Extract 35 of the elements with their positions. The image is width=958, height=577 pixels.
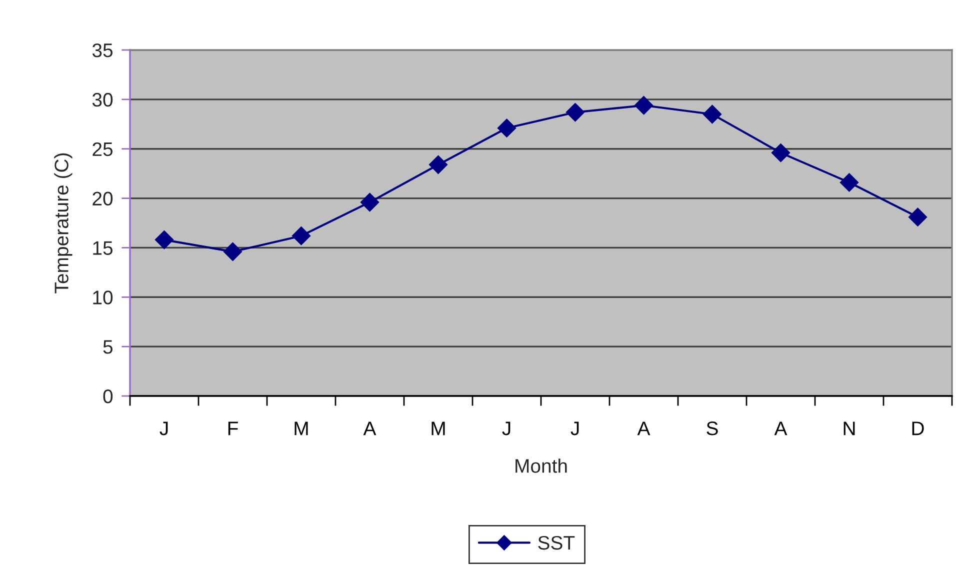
- x-tick-label: A: [363, 422, 376, 436]
- x-tick-label: J: [570, 422, 579, 436]
- y-tick-label: 25: [92, 142, 113, 156]
- point: [634, 96, 654, 115]
- point: [566, 102, 585, 122]
- y-tick-label: 30: [92, 92, 113, 107]
- y-tick-label: 35: [92, 43, 113, 58]
- x-tick-label: M: [432, 422, 445, 436]
- point: [360, 192, 380, 212]
- point: [908, 208, 928, 226]
- point: [223, 242, 242, 262]
- point: [428, 155, 448, 174]
- y-axis-title: Temperature (C): [54, 153, 72, 294]
- y-tick-label: 5: [103, 340, 113, 354]
- x-axis-title: Month: [516, 458, 567, 473]
- x-tick-label: F: [228, 422, 238, 436]
- x-tick-label: S: [706, 422, 718, 436]
- y-tick-label: 15: [93, 241, 113, 255]
- x-tick-label: J: [502, 422, 510, 436]
- point: [771, 143, 790, 162]
- point: [702, 104, 722, 124]
- x-tick-label: A: [637, 422, 650, 436]
- point: [154, 230, 174, 250]
- y-tick-label: 20: [92, 192, 113, 206]
- point: [497, 118, 516, 138]
- x-tick-label: A: [774, 422, 788, 436]
- point: [840, 173, 859, 192]
- y-tick-label: 10: [93, 290, 113, 304]
- x-tick-label: J: [160, 422, 168, 436]
- x-tick-label: D: [912, 422, 924, 436]
- x-tick-label: M: [294, 422, 308, 436]
- x-tick-label: N: [844, 422, 855, 436]
- point: [292, 226, 311, 246]
- legend-label: SST: [538, 536, 575, 550]
- y-tick-label: 0: [103, 389, 113, 404]
